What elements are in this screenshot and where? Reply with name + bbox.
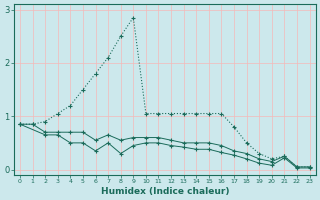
X-axis label: Humidex (Indice chaleur): Humidex (Indice chaleur) bbox=[100, 187, 229, 196]
